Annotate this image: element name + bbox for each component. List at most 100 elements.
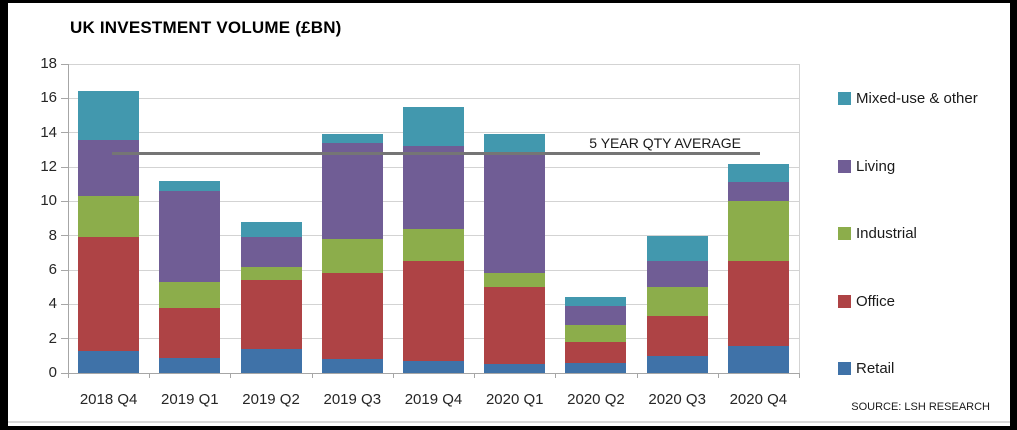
legend-item-mixed-use-other: Mixed-use & other	[838, 90, 978, 107]
x-axis-category-label: 2019 Q2	[242, 391, 300, 408]
legend-label: Mixed-use & other	[856, 90, 978, 107]
bar-segment-mixed-use-other	[240, 221, 302, 238]
x-axis-tick	[392, 373, 394, 378]
bar-segment-retail	[321, 359, 383, 373]
bar-segment-industrial	[646, 287, 708, 317]
y-axis-tick	[61, 132, 68, 134]
bar-segment-retail	[727, 345, 789, 373]
gridline-18	[68, 63, 799, 65]
bar-segment-office	[565, 342, 627, 363]
bar-segment-living	[78, 139, 140, 197]
bar-segment-industrial	[403, 228, 464, 262]
y-axis-tick	[61, 372, 68, 374]
bar-segment-living	[403, 146, 464, 229]
bar-segment-industrial	[484, 273, 546, 288]
bar-segment-office	[321, 273, 383, 360]
legend-item-industrial: Industrial	[838, 225, 917, 242]
y-axis-tick	[61, 63, 68, 65]
legend-label: Office	[856, 292, 895, 310]
x-axis-tick	[799, 373, 800, 378]
bar-segment-living	[240, 237, 302, 267]
x-axis-category-label: 2020 Q2	[567, 391, 625, 408]
x-axis-category-label: 2020 Q1	[485, 391, 544, 408]
bar-segment-mixed-use-other	[403, 106, 464, 147]
legend-label: Industrial	[856, 225, 917, 243]
legend-swatch	[838, 92, 851, 105]
x-axis-tick	[230, 373, 232, 378]
legend: Mixed-use & other Living Industrial Office R…	[838, 0, 1013, 430]
legend-label: Living	[856, 157, 896, 175]
bar-segment-retail	[240, 348, 302, 373]
gridline-0	[68, 372, 799, 374]
legend-swatch	[838, 159, 851, 173]
bar-segment-living	[565, 306, 627, 325]
y-axis-tick	[61, 166, 68, 168]
y-axis-tick-label: 0	[48, 364, 57, 381]
bar-segment-living	[727, 182, 789, 202]
bar-segment-living	[484, 154, 546, 274]
y-axis-tick-label: 10	[40, 192, 57, 210]
y-axis-tick	[61, 200, 68, 202]
bar-segment-retail	[78, 350, 140, 373]
x-axis-tick	[636, 373, 638, 378]
x-axis-tick	[311, 373, 313, 378]
bar-segment-mixed-use-other	[321, 134, 383, 143]
legend-swatch	[838, 362, 851, 376]
bar-segment-retail	[484, 364, 546, 373]
bar-segment-mixed-use-other	[484, 134, 546, 155]
x-axis-tick	[717, 373, 719, 378]
bar-segment-living	[646, 261, 708, 288]
y-axis-line	[68, 64, 69, 374]
gridline-16	[68, 97, 799, 99]
bar-segment-office	[727, 261, 789, 346]
legend-swatch	[838, 294, 851, 308]
y-axis-tick	[61, 97, 68, 99]
bar-segment-mixed-use-other	[727, 163, 789, 183]
y-axis-tick-label: 2	[48, 329, 57, 347]
bar-segment-office	[78, 237, 140, 351]
y-axis-tick	[61, 235, 68, 237]
y-axis-tick-label: 18	[40, 55, 57, 72]
legend-item-living: Living	[838, 158, 895, 175]
x-axis-category-label: 2018 Q4	[79, 391, 138, 408]
bar-segment-living	[321, 142, 383, 240]
bar-segment-industrial	[78, 196, 140, 238]
bar-segment-office	[159, 307, 221, 358]
y-axis-tick-label: 14	[40, 123, 57, 141]
bar-segment-mixed-use-other	[565, 297, 627, 307]
bar-segment-living	[159, 191, 221, 282]
x-axis-category-label: 2019 Q3	[323, 391, 382, 408]
bar-segment-office	[646, 316, 708, 356]
bar-segment-industrial	[159, 282, 221, 308]
bar-segment-office	[240, 280, 302, 349]
bar-segment-retail	[565, 362, 627, 373]
x-axis-category-label: 2019 Q1	[161, 391, 219, 408]
average-line	[112, 151, 760, 155]
y-axis-tick	[61, 269, 68, 271]
bar-segment-mixed-use-other	[159, 180, 221, 192]
bar-segment-mixed-use-other	[78, 91, 140, 140]
x-axis-tick	[68, 373, 69, 378]
bar-segment-retail	[159, 357, 221, 373]
legend-label: Retail	[856, 360, 895, 378]
bar-segment-mixed-use-other	[646, 235, 708, 262]
chart-title: UK INVESTMENT VOLUME (£BN)	[70, 18, 342, 37]
divider-line	[8, 421, 1010, 423]
legend-swatch	[838, 227, 851, 241]
bar-segment-industrial	[240, 266, 302, 281]
bar-segment-industrial	[321, 239, 383, 274]
x-axis-tick	[474, 373, 476, 378]
y-axis-tick-label: 12	[40, 158, 57, 175]
average-line-label: 5 YEAR QTY AVERAGE	[589, 135, 741, 152]
y-axis-tick-label: 6	[48, 261, 57, 278]
y-axis-tick	[61, 303, 68, 305]
y-axis-tick-label: 16	[40, 89, 57, 107]
legend-item-retail: Retail	[838, 360, 894, 377]
y-axis-tick	[61, 338, 68, 340]
y-axis-tick-label: 4	[48, 295, 57, 313]
bar-segment-retail	[646, 355, 708, 373]
x-axis-category-label: 2019 Q4	[404, 391, 463, 408]
x-axis-category-label: 2020 Q3	[648, 391, 706, 408]
